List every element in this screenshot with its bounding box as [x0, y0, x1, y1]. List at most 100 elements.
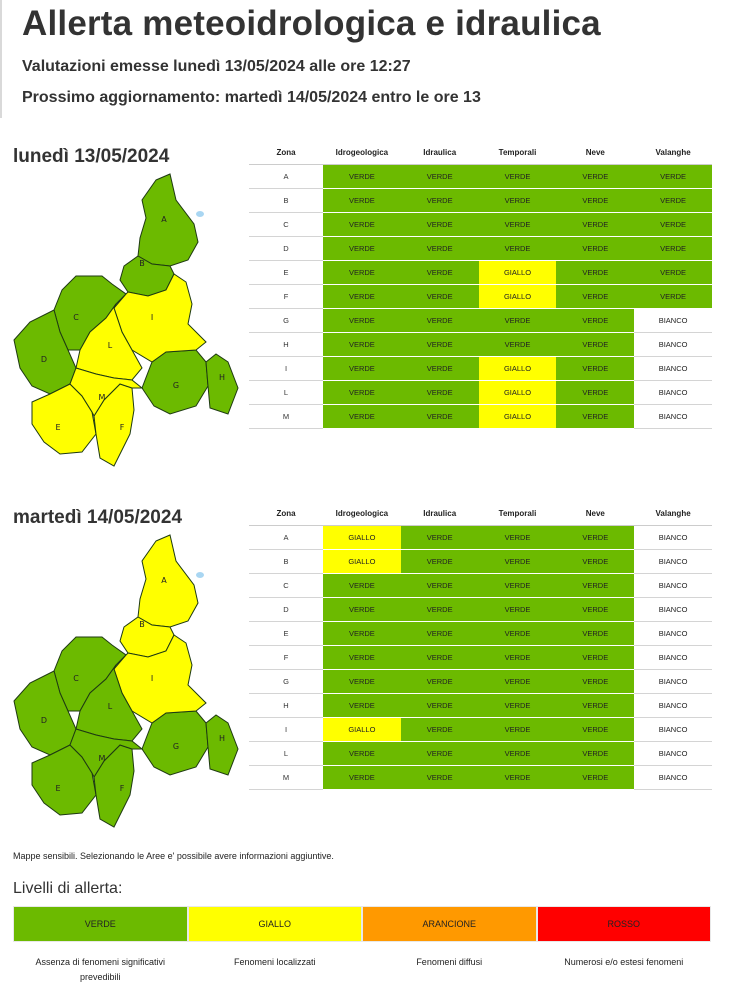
map-zone-label: E: [55, 784, 60, 793]
alert-level-cell: VERDE: [400, 332, 479, 357]
map-zone-h[interactable]: [205, 714, 239, 776]
alert-level-cell: GIALLO: [478, 284, 557, 309]
alert-level-cell: VERDE: [556, 332, 635, 357]
zone-cell: B: [249, 549, 323, 574]
map-zone-label: M: [99, 393, 106, 402]
map-zone-label: G: [173, 381, 179, 390]
zone-cell: H: [249, 693, 323, 718]
alert-level-cell: VERDE: [400, 284, 479, 309]
map-note: Mappe sensibili. Selezionando le Aree e'…: [13, 851, 334, 861]
alert-level-cell: VERDE: [323, 236, 401, 261]
alert-level-cell: VERDE: [634, 284, 712, 309]
map-zone-m[interactable]: [69, 728, 144, 779]
level-rosso-description: Numerosi e/o estesi fenomeni: [564, 957, 684, 967]
zone-cell: D: [249, 236, 323, 261]
zone-cell: M: [249, 765, 323, 790]
table-row: C VERDE VERDE VERDE VERDE VERDE: [249, 212, 712, 237]
alert-level-cell: VERDE: [634, 164, 712, 189]
column-header: Valanghe: [634, 503, 712, 526]
column-header: Neve: [556, 503, 635, 526]
alert-level-cell: BIANCO: [634, 356, 712, 381]
alert-level-cell: VERDE: [556, 573, 635, 598]
alert-level-cell: VERDE: [556, 404, 635, 429]
alert-level-cell: VERDE: [323, 765, 401, 790]
alert-level-cell: VERDE: [323, 308, 401, 333]
zone-cell: I: [249, 356, 323, 381]
alert-level-cell: VERDE: [323, 573, 401, 598]
zone-cell: L: [249, 380, 323, 405]
alert-level-cell: BIANCO: [634, 380, 712, 405]
alert-level-cell: GIALLO: [478, 260, 557, 285]
zone-cell: A: [249, 164, 323, 189]
map-zone-label: B: [139, 259, 145, 268]
alert-level-cell: GIALLO: [323, 525, 401, 550]
alert-level-cell: VERDE: [478, 765, 557, 790]
alert-level-cell: VERDE: [400, 741, 479, 766]
table-row: M VERDE VERDE GIALLO VERDE BIANCO: [249, 404, 712, 429]
column-header: Neve: [556, 142, 635, 165]
table-row: D VERDE VERDE VERDE VERDE BIANCO: [249, 597, 712, 622]
alert-level-cell: VERDE: [323, 188, 401, 213]
alert-level-cell: VERDE: [400, 164, 479, 189]
zone-cell: C: [249, 212, 323, 237]
alert-level-cell: VERDE: [478, 741, 557, 766]
map-zone-label: B: [139, 620, 145, 629]
alert-level-cell: BIANCO: [634, 693, 712, 718]
levels-descriptions: Assenza di fenomeni significativi preved…: [13, 955, 711, 985]
alert-level-cell: VERDE: [556, 284, 635, 309]
zone-cell: D: [249, 597, 323, 622]
page-title: Allerta meteoidrologica e idraulica: [22, 4, 601, 43]
map-zone-m[interactable]: [69, 367, 144, 418]
map-zone-label: E: [55, 423, 60, 432]
alert-level-cell: VERDE: [323, 621, 401, 646]
alert-level-cell: VERDE: [556, 308, 635, 333]
alert-level-cell: BIANCO: [634, 404, 712, 429]
next-update-text: Prossimo aggiornamento: martedì 14/05/20…: [22, 89, 481, 106]
zone-cell: C: [249, 573, 323, 598]
table-row: I VERDE VERDE GIALLO VERDE BIANCO: [249, 356, 712, 381]
alert-level-cell: VERDE: [556, 717, 635, 742]
table-row: B GIALLO VERDE VERDE VERDE BIANCO: [249, 549, 712, 574]
alert-level-cell: VERDE: [478, 597, 557, 622]
alert-level-cell: BIANCO: [634, 549, 712, 574]
map-zone-label: C: [73, 313, 79, 322]
table-row: H VERDE VERDE VERDE VERDE BIANCO: [249, 332, 712, 357]
alert-level-cell: VERDE: [556, 741, 635, 766]
zone-cell: G: [249, 669, 323, 694]
alert-level-cell: VERDE: [400, 669, 479, 694]
alert-level-cell: VERDE: [478, 332, 557, 357]
alert-level-cell: VERDE: [400, 260, 479, 285]
column-header: Idraulica: [400, 142, 479, 165]
alert-level-cell: VERDE: [556, 621, 635, 646]
alert-level-cell: BIANCO: [634, 332, 712, 357]
column-header: Valanghe: [634, 142, 712, 165]
alert-level-cell: BIANCO: [634, 573, 712, 598]
alert-table-day-2: Zona Idrogeologica Idraulica Temporali Neve V…: [249, 503, 712, 790]
map-zone-label: M: [99, 754, 106, 763]
alert-level-cell: VERDE: [323, 164, 401, 189]
alert-level-cell: BIANCO: [634, 669, 712, 694]
alert-level-cell: VERDE: [400, 573, 479, 598]
table-row: D VERDE VERDE VERDE VERDE VERDE: [249, 236, 712, 261]
zone-map-day-2[interactable]: A B C D E F G H I L M: [10, 533, 242, 833]
map-zone-a[interactable]: [137, 173, 199, 267]
alert-level-cell: BIANCO: [634, 765, 712, 790]
alert-level-cell: VERDE: [400, 693, 479, 718]
alert-level-cell: VERDE: [323, 260, 401, 285]
alert-level-cell: VERDE: [400, 765, 479, 790]
zone-map-day-1[interactable]: A B C D E F G H I L M: [10, 172, 242, 472]
alert-level-cell: VERDE: [556, 597, 635, 622]
alert-level-cell: VERDE: [323, 741, 401, 766]
map-zone-a[interactable]: [137, 534, 199, 628]
level-arancione-description: Fenomeni diffusi: [416, 957, 483, 967]
alert-level-cell: VERDE: [323, 597, 401, 622]
level-giallo-description: Fenomeni localizzati: [233, 957, 316, 967]
column-header: Zona: [249, 142, 323, 165]
alert-level-cell: VERDE: [556, 164, 635, 189]
alert-level-cell: VERDE: [556, 236, 635, 261]
table-row: B VERDE VERDE VERDE VERDE VERDE: [249, 188, 712, 213]
alert-level-cell: VERDE: [400, 717, 479, 742]
alert-level-cell: VERDE: [400, 597, 479, 622]
map-zone-h[interactable]: [205, 353, 239, 415]
alert-level-cell: VERDE: [556, 765, 635, 790]
